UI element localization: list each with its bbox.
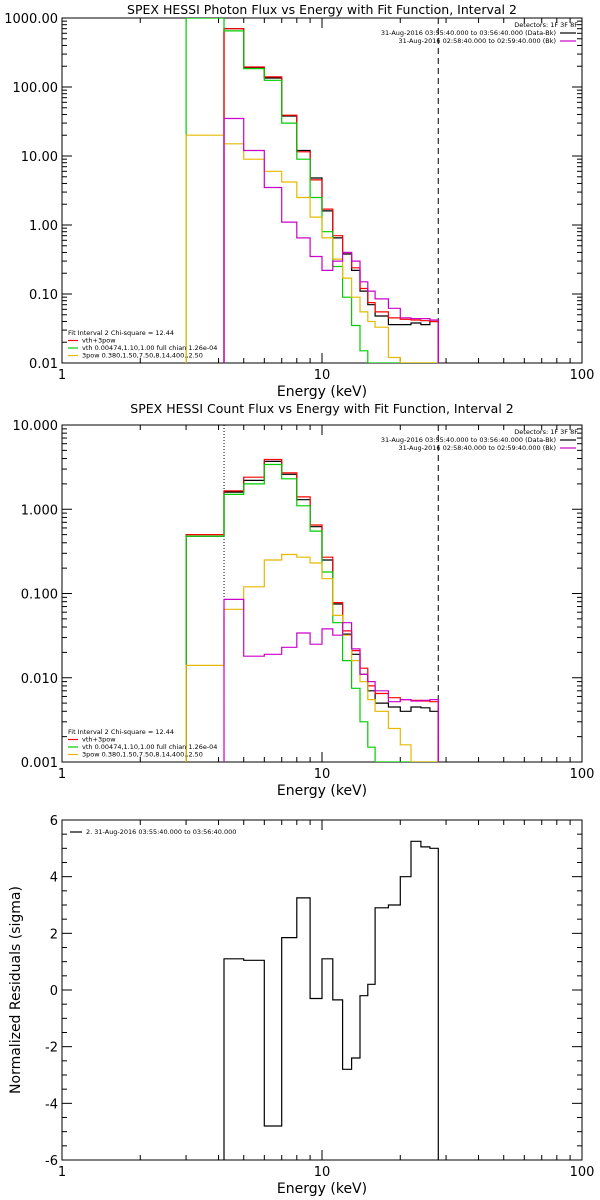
series-vth bbox=[185, 18, 439, 363]
series-3pow bbox=[185, 134, 439, 363]
legend-top-text: 31-Aug-2016 03:55:40.000 to 03:56:40.000… bbox=[381, 436, 556, 444]
chart-title: SPEX HESSI Count Flux vs Energy with Fit… bbox=[130, 401, 513, 416]
y-axis-label: Normalized Residuals (sigma) bbox=[8, 886, 24, 1094]
x-tick-label: 1 bbox=[58, 368, 66, 383]
detectors-label: Detectors: 1F 3F 8F bbox=[514, 21, 578, 29]
y-tick-label: 0.01 bbox=[29, 357, 58, 372]
legend-top-left-text: 2. 31-Aug-2016 03:55:40.000 to 03:56:40.… bbox=[86, 828, 236, 836]
y-tick-label: -2 bbox=[45, 1041, 58, 1056]
x-tick-label: 1 bbox=[58, 1165, 66, 1180]
chart-panel-3: 1 10 100 -6 -4 -2 0 2 4 6 Energy (keV) Normalized R… bbox=[8, 814, 594, 1197]
y-tick-label: 1.000 bbox=[21, 503, 58, 518]
chart-title: SPEX HESSI Photon Flux vs Energy with Fi… bbox=[127, 2, 517, 17]
legend-bottom-text: vth 0.00474,1.10,1.00 full chian 1.26e-0… bbox=[82, 743, 217, 751]
series-3pow bbox=[185, 553, 439, 762]
data-series-group bbox=[223, 840, 439, 1160]
chart-panel-2: SPEX HESSI Count Flux vs Energy with Fit… bbox=[13, 401, 595, 799]
y-tick-label: -4 bbox=[45, 1097, 58, 1112]
legend-bottom-text: Fit Interval 2 Chi-square = 12.44 bbox=[68, 329, 174, 337]
x-tick-label: 10 bbox=[314, 1165, 331, 1180]
data-series-group bbox=[185, 458, 439, 762]
y-tick-label: 10.000 bbox=[13, 419, 59, 434]
x-tick-label: 100 bbox=[570, 1165, 595, 1180]
y-tick-label: 0 bbox=[50, 984, 58, 999]
y-tick-label: 0.001 bbox=[21, 756, 58, 771]
x-tick-label: 1 bbox=[58, 767, 66, 782]
legend-top-text: 31-Aug-2016 03:55:40.000 to 03:56:40.000… bbox=[381, 29, 556, 37]
series-vth-3pow bbox=[223, 28, 439, 363]
y-tick-label: 2 bbox=[50, 927, 58, 942]
y-tick-label: 0.010 bbox=[21, 672, 58, 687]
y-tick-label: 6 bbox=[50, 814, 58, 829]
y-tick-label: 1000.00 bbox=[4, 12, 58, 27]
y-tick-label: 0.100 bbox=[21, 588, 58, 603]
chart-panel-1: SPEX HESSI Photon Flux vs Energy with Fi… bbox=[4, 2, 594, 400]
x-tick-label: 10 bbox=[314, 767, 331, 782]
y-tick-label: 4 bbox=[50, 871, 58, 886]
data-series-group bbox=[185, 18, 439, 363]
legend-bottom-text: vth+3pow bbox=[82, 337, 116, 345]
x-tick-label: 10 bbox=[314, 368, 331, 383]
series-data-bk bbox=[223, 28, 439, 363]
y-tick-label: 10.00 bbox=[21, 150, 58, 165]
legend-top-text: 31-Aug-2016 02:58:40.000 to 02:59:40.000… bbox=[399, 37, 556, 45]
legend-bottom-text: Fit Interval 2 Chi-square = 12.44 bbox=[68, 728, 174, 736]
series-bk bbox=[223, 117, 439, 363]
y-tick-label: 1.00 bbox=[29, 219, 58, 234]
x-axis-label: Energy (keV) bbox=[277, 384, 367, 400]
y-tick-label: -6 bbox=[45, 1154, 58, 1169]
x-axis-label: Energy (keV) bbox=[277, 1181, 367, 1197]
y-tick-label: 0.10 bbox=[29, 288, 58, 303]
legend-bottom-text: 3pow 0.380,1.50,7.50,8.14,400.,2.50 bbox=[82, 751, 203, 759]
series-bk bbox=[223, 598, 439, 762]
x-tick-label: 100 bbox=[570, 767, 595, 782]
x-tick-label: 100 bbox=[570, 368, 595, 383]
legend-top-text: 31-Aug-2016 02:58:40.000 to 02:59:40.000… bbox=[399, 444, 556, 452]
plot-frame bbox=[61, 424, 583, 763]
y-tick-label: 100.00 bbox=[13, 81, 59, 96]
legend-bottom-text: 3pow 0.380,1.50,7.50,8.14,400.,2.50 bbox=[82, 352, 203, 360]
detectors-label: Detectors: 1F 3F 8F bbox=[514, 428, 578, 436]
legend-bottom-text: vth 0.00474,1.10,1.00 full chian 1.26e-0… bbox=[82, 344, 217, 352]
x-axis-label: Energy (keV) bbox=[277, 783, 367, 799]
series-residuals bbox=[223, 840, 439, 1160]
legend-bottom-text: vth+3pow bbox=[82, 736, 116, 744]
